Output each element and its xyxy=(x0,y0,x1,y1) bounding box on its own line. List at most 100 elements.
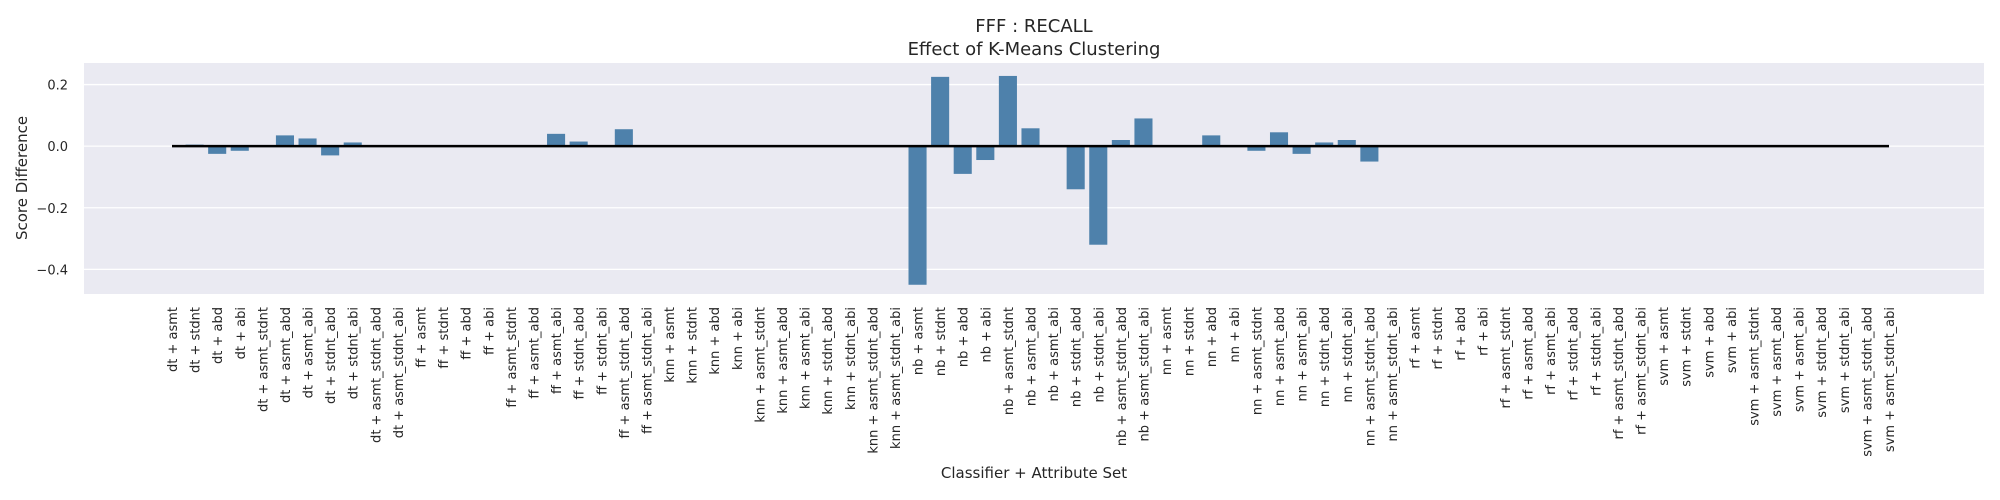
bar xyxy=(230,146,249,151)
x-tick-label: rf + asmt_abd xyxy=(1522,307,1537,400)
x-tick-label: nb + stdnt_abi xyxy=(1092,307,1107,402)
x-tick-label: ff + abi xyxy=(482,307,497,355)
x-tick-label: rf + stdnt xyxy=(1431,307,1446,370)
x-tick-label: dt + stdnt_abi xyxy=(347,307,362,399)
y-tick-label: −0.4 xyxy=(36,263,68,278)
x-tick-label: dt + abd xyxy=(211,307,226,364)
x-tick-label: rf + asmt_abi xyxy=(1544,307,1559,395)
chart-title: FFF : RECALL xyxy=(975,16,1092,37)
x-tick-label: nn + asmt xyxy=(1160,307,1175,375)
x-tick-label: dt + stdnt xyxy=(189,307,204,373)
x-tick-label: dt + asmt_stdnt_abi xyxy=(392,307,407,438)
x-tick-label: nb + asmt_abi xyxy=(1047,307,1062,401)
x-tick-label: rf + abi xyxy=(1476,307,1491,356)
x-axis-ticks: dt + asmt dt + stdnt dt + abd dt + abi dt + … xyxy=(166,307,1898,457)
x-tick-label: dt + stdnt_abd xyxy=(324,307,339,404)
x-tick-label: knn + asmt_abd xyxy=(776,307,791,414)
chart-subtitle: Effect of K-Means Clustering xyxy=(908,39,1161,60)
x-tick-label: svm + abi xyxy=(1725,307,1740,373)
x-tick-label: nn + abd xyxy=(1205,307,1220,367)
x-tick-label: nn + asmt_stdnt_abi xyxy=(1386,307,1401,441)
x-tick-label: dt + asmt xyxy=(166,307,181,372)
x-tick-label: dt + asmt_stdnt_abd xyxy=(369,307,384,443)
x-tick-label: nn + stdnt xyxy=(1183,307,1198,376)
x-tick-label: knn + asmt_stdnt_abi xyxy=(889,307,904,449)
x-tick-label: ff + asmt xyxy=(415,307,430,368)
bar xyxy=(321,146,340,156)
bar xyxy=(931,76,950,147)
bar xyxy=(569,141,588,147)
x-tick-label: ff + asmt_stdnt_abi xyxy=(640,307,655,434)
x-tick-label: nb + asmt_abd xyxy=(1025,307,1040,406)
bar xyxy=(1111,140,1130,147)
bar xyxy=(343,142,362,147)
x-tick-label: svm + abd xyxy=(1702,307,1717,378)
bar xyxy=(1202,135,1221,147)
x-tick-label: svm + stdnt_abd xyxy=(1815,307,1830,418)
x-tick-label: knn + stdnt_abi xyxy=(844,307,859,410)
x-tick-label: nn + asmt_abd xyxy=(1273,307,1288,406)
x-tick-label: knn + asmt_stdnt xyxy=(753,307,768,423)
bar xyxy=(1134,118,1153,147)
bar xyxy=(976,146,995,161)
x-tick-label: nb + abi xyxy=(979,307,994,362)
x-tick-label: rf + stdnt_abi xyxy=(1589,307,1604,396)
x-tick-label: rf + asmt_stdnt_abi xyxy=(1634,307,1649,435)
x-tick-label: rf + asmt_stdnt_abd xyxy=(1612,307,1627,440)
x-tick-label: ff + stdnt_abi xyxy=(595,307,610,395)
x-tick-label: nn + stdnt_abi xyxy=(1341,307,1356,402)
x-tick-label: rf + stdnt_abd xyxy=(1567,307,1582,401)
x-tick-label: nn + stdnt_abd xyxy=(1318,307,1333,407)
bar xyxy=(1247,146,1266,151)
x-tick-label: nb + asmt_stdnt_abd xyxy=(1115,307,1130,446)
x-tick-label: ff + asmt_abi xyxy=(550,307,565,394)
x-tick-label: rf + abd xyxy=(1454,307,1469,361)
x-tick-label: svm + asmt_abd xyxy=(1770,307,1785,417)
bar xyxy=(908,146,927,285)
bar xyxy=(1337,140,1356,147)
bar xyxy=(547,133,566,147)
x-tick-label: rf + asmt xyxy=(1409,307,1424,369)
x-tick-label: svm + stdnt xyxy=(1680,307,1695,387)
x-tick-label: nb + stdnt xyxy=(934,307,949,376)
bar xyxy=(1066,146,1085,190)
x-tick-label: knn + asmt xyxy=(663,307,678,383)
x-tick-label: nb + asmt_stdnt_abi xyxy=(1137,307,1152,441)
y-tick-label: 0.0 xyxy=(47,140,68,155)
x-tick-label: svm + asmt_stdnt_abd xyxy=(1860,307,1875,457)
x-tick-label: ff + asmt_stdnt xyxy=(505,307,520,408)
bar xyxy=(1315,142,1334,147)
x-tick-label: rf + asmt_stdnt xyxy=(1499,307,1514,409)
x-tick-label: svm + asmt_stdnt xyxy=(1747,307,1762,426)
x-tick-label: ff + asmt_stdnt_abd xyxy=(618,307,633,439)
plot-area xyxy=(84,63,1984,294)
x-tick-label: ff + stdnt_abd xyxy=(573,307,588,400)
x-tick-label: nn + asmt_abi xyxy=(1296,307,1311,401)
x-tick-label: knn + stdnt xyxy=(686,307,701,384)
x-tick-label: dt + asmt_abi xyxy=(302,307,317,398)
bars xyxy=(185,75,1379,285)
x-tick-label: nb + asmt_stdnt xyxy=(1002,307,1017,415)
bar xyxy=(614,129,633,147)
bar xyxy=(1269,132,1289,147)
x-tick-label: svm + asmt_stdnt_abi xyxy=(1883,307,1898,452)
x-tick-label: ff + abd xyxy=(460,307,475,360)
x-tick-label: nn + asmt_stdnt_abd xyxy=(1363,307,1378,446)
y-tick-label: −0.2 xyxy=(36,202,68,217)
x-tick-label: nb + abd xyxy=(957,307,972,367)
bar xyxy=(1021,128,1040,147)
x-tick-label: knn + asmt_abi xyxy=(799,307,814,409)
y-axis-label: Score Difference xyxy=(13,116,31,240)
bar xyxy=(298,138,317,147)
x-tick-label: nn + abi xyxy=(1228,307,1243,362)
x-tick-label: dt + abi xyxy=(234,307,249,359)
x-tick-label: nb + asmt xyxy=(912,307,927,375)
bar xyxy=(1292,146,1311,154)
bar xyxy=(208,146,227,154)
x-tick-label: nn + asmt_stdnt xyxy=(1250,307,1265,415)
y-axis-ticks: 0.2 0.0 −0.2 −0.4 xyxy=(36,79,68,279)
bar xyxy=(953,146,972,174)
x-tick-label: svm + asmt xyxy=(1657,307,1672,386)
x-tick-label: dt + asmt_abd xyxy=(279,307,294,403)
